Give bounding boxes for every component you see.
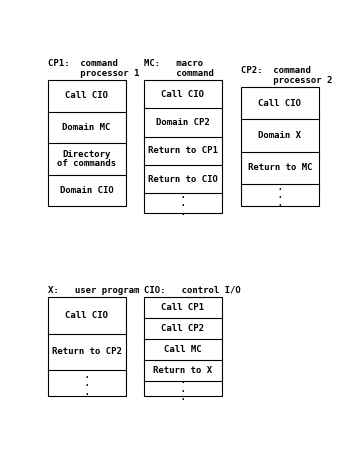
Bar: [48, 80, 126, 206]
Text: CIO:   control I/O: CIO: control I/O: [144, 286, 241, 295]
Bar: [48, 297, 126, 396]
Text: Domain X: Domain X: [258, 131, 302, 140]
Text: Return to CP2: Return to CP2: [52, 348, 122, 356]
Text: Call CIO: Call CIO: [65, 311, 108, 319]
Text: Return to X: Return to X: [153, 366, 212, 375]
Text: .
.
.: . . .: [179, 375, 186, 402]
Text: Call MC: Call MC: [164, 345, 201, 354]
Text: Domain CP2: Domain CP2: [156, 118, 209, 127]
Text: .
.
.: . . .: [179, 190, 186, 217]
Text: CP2:  command
      processor 2: CP2: command processor 2: [241, 66, 332, 85]
Bar: [241, 87, 319, 206]
Text: MC:   macro
      command: MC: macro command: [144, 59, 214, 78]
Text: .
.
.: . . .: [83, 370, 90, 396]
Text: X:   user program: X: user program: [48, 286, 139, 295]
Text: Directory
of commands: Directory of commands: [57, 149, 116, 168]
Text: Call CIO: Call CIO: [258, 99, 302, 108]
Text: Domain CIO: Domain CIO: [60, 186, 113, 195]
Text: Return to MC: Return to MC: [248, 163, 312, 172]
Text: CP1:  command
      processor 1: CP1: command processor 1: [48, 59, 139, 78]
Bar: [144, 80, 222, 213]
Text: Return to CP1: Return to CP1: [148, 147, 218, 155]
Text: Call CIO: Call CIO: [161, 90, 204, 99]
Text: Call CP1: Call CP1: [161, 303, 204, 312]
Text: Call CIO: Call CIO: [65, 91, 108, 100]
Text: Return to CIO: Return to CIO: [148, 175, 218, 184]
Text: Call CP2: Call CP2: [161, 324, 204, 333]
Text: Domain MC: Domain MC: [62, 123, 111, 132]
Bar: [144, 297, 222, 396]
Text: .
.
.: . . .: [276, 182, 283, 208]
